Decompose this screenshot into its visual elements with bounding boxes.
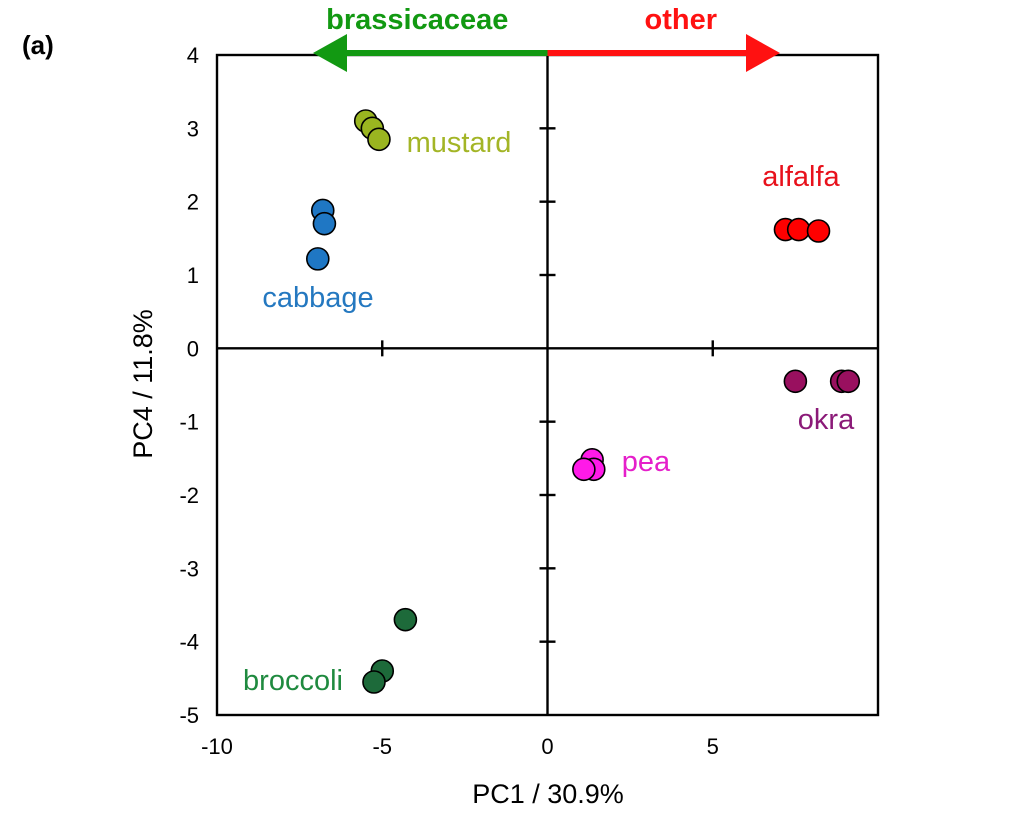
point-mustard (367, 127, 391, 152)
label-mustard: mustard (407, 127, 512, 159)
arrow-label-other: other (645, 4, 718, 36)
label-okra: okra (798, 404, 855, 436)
arrows: brassicaceae other (313, 4, 780, 72)
arrow-brassicaceae-head (313, 34, 347, 72)
x-tick-label: -5 (372, 734, 392, 759)
group-labels: mustard cabbage alfalfa okra pea broccoli (243, 127, 855, 697)
arrow-label-brassicaceae: brassicaceae (326, 4, 508, 36)
data-points (306, 109, 861, 694)
y-tick-label: -3 (179, 556, 199, 581)
label-cabbage: cabbage (262, 282, 373, 314)
label-broccoli: broccoli (243, 665, 343, 697)
point-pea (572, 457, 596, 482)
y-tick-label: 0 (187, 336, 199, 361)
tick-marks (381, 127, 714, 643)
x-tick-label: 0 (541, 734, 553, 759)
y-tick-label: 2 (187, 190, 199, 215)
y-tick-label: -5 (179, 703, 199, 728)
point-cabbage (306, 247, 330, 271)
point-alfalfa (786, 217, 811, 242)
label-alfalfa: alfalfa (762, 161, 840, 193)
panel-label: (a) (22, 30, 54, 60)
y-tick-label: 4 (187, 43, 199, 68)
x-tick-label: -10 (201, 734, 233, 759)
point-alfalfa (806, 219, 831, 243)
x-axis-title: PC1 / 30.9% (472, 779, 624, 809)
y-axis-title: PC4 / 11.8% (128, 309, 158, 459)
y-tick-label: -1 (179, 410, 199, 435)
y-tick-label: 3 (187, 116, 199, 141)
y-tick-label: -4 (179, 630, 199, 655)
point-broccoli (362, 670, 386, 694)
label-pea: pea (622, 446, 671, 478)
point-okra (783, 369, 808, 394)
point-broccoli (393, 607, 418, 632)
arrow-other-head (746, 34, 780, 72)
point-cabbage (312, 211, 337, 236)
x-tick-label: 5 (707, 734, 719, 759)
y-tick-label: 1 (187, 263, 199, 288)
y-tick-label: -2 (179, 483, 199, 508)
point-okra (836, 369, 861, 394)
